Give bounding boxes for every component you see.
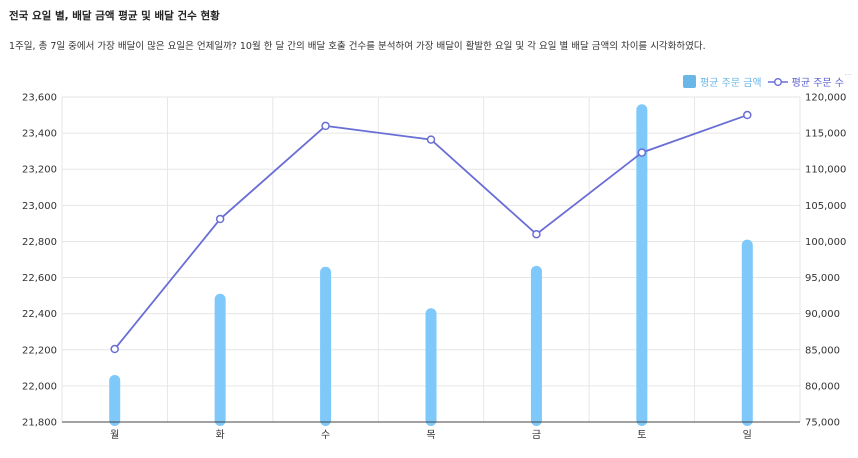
y-left-tick-label: 23,200 — [22, 165, 57, 176]
y-right-tick-label: 75,000 — [805, 418, 840, 429]
y-right-tick-label: 95,000 — [805, 273, 840, 284]
x-tick-label: 목 — [426, 429, 435, 441]
legend-bar-swatch-icon — [683, 75, 697, 88]
bar-토 — [636, 104, 648, 426]
y-left-tick-label: 23,000 — [22, 201, 57, 212]
legend-more-indicator[interactable]: ... — [844, 68, 852, 77]
legend-bar-label: 평균 주문 금액 — [700, 78, 762, 89]
x-tick-label: 월 — [110, 429, 119, 441]
y-left-tick-label: 23,400 — [22, 129, 57, 140]
y-left-tick-label: 21,800 — [22, 418, 57, 429]
x-tick-label: 일 — [743, 429, 752, 441]
bar-화 — [214, 293, 226, 426]
y-right-tick-label: 105,000 — [805, 201, 846, 212]
line-point-일 — [743, 110, 752, 120]
x-tick-label: 금 — [532, 429, 541, 441]
x-tick-label: 화 — [216, 429, 225, 441]
legend-line-swatch-icon — [767, 77, 788, 86]
y-left-tick-label: 22,600 — [22, 273, 57, 284]
x-tick-label: 토 — [637, 430, 646, 441]
line-point-토 — [637, 148, 647, 157]
legend-item-bar[interactable]: 평균 주문 금액 — [683, 74, 762, 89]
y-right-tick-label: 85,000 — [805, 345, 840, 356]
y-left-tick-label: 23,600 — [22, 93, 57, 104]
bar-금 — [530, 265, 542, 426]
bar-일 — [741, 239, 753, 426]
line-point-월 — [110, 344, 119, 354]
y-left-tick-label: 22,800 — [22, 237, 57, 248]
y-left-tick-label: 22,400 — [22, 309, 57, 320]
y-right-tick-label: 100,000 — [805, 237, 846, 248]
chart-title: 전국 요일 별, 배달 금액 평균 및 배달 건수 현황 — [9, 10, 220, 22]
x-tick-label: 수 — [321, 429, 330, 441]
bar-월 — [109, 375, 121, 426]
line-point-수 — [321, 121, 330, 131]
y-right-tick-label: 120,000 — [805, 93, 846, 104]
y-left-tick-label: 22,000 — [22, 381, 57, 392]
line-point-화 — [215, 214, 225, 224]
legend-item-line[interactable]: 평균 주문 수 — [767, 74, 844, 89]
bar-목 — [425, 308, 437, 426]
y-right-tick-label: 80,000 — [805, 381, 840, 392]
y-right-tick-label: 90,000 — [805, 309, 840, 320]
y-left-tick-label: 22,200 — [22, 345, 57, 356]
y-right-tick-label: 115,000 — [805, 129, 846, 140]
line-point-목 — [426, 135, 436, 144]
chart-subtitle: 1주일, 총 7일 중에서 가장 배달이 많은 요일은 언제일까? 10월 한 … — [9, 41, 706, 52]
bar-수 — [320, 266, 332, 426]
y-right-tick-label: 110,000 — [805, 165, 846, 176]
line-point-금 — [532, 229, 541, 239]
chart-legend: 평균 주문 금액 평균 주문 수 — [683, 74, 844, 89]
legend-line-label: 평균 주문 수 — [791, 78, 844, 89]
